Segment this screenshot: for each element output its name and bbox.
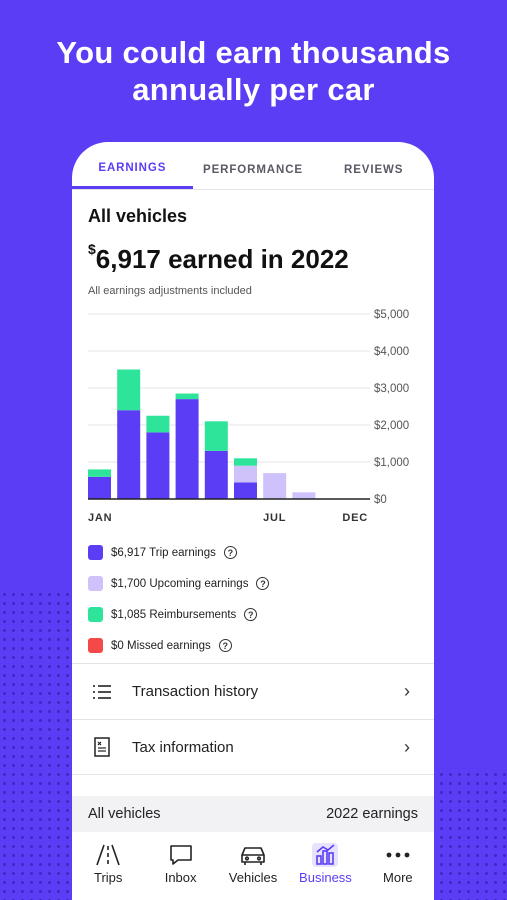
phone-screen: EARNINGS PERFORMANCE REVIEWS All vehicle… bbox=[72, 142, 434, 900]
road-icon bbox=[95, 840, 121, 870]
headline: You could earn thousands annually per ca… bbox=[0, 34, 507, 108]
chevron-right-icon: › bbox=[404, 736, 410, 757]
more-icon bbox=[385, 840, 411, 870]
help-icon[interactable]: ? bbox=[218, 639, 232, 652]
legend-item-reimbursements: $1,085 Reimbursements ? bbox=[88, 599, 269, 630]
nav-label: Business bbox=[299, 870, 352, 885]
bar-trip-earnings bbox=[175, 399, 199, 499]
list-icon bbox=[72, 684, 132, 700]
tab-reviews[interactable]: REVIEWS bbox=[344, 163, 404, 176]
missed-swatch bbox=[88, 638, 103, 653]
tab-bar: EARNINGS PERFORMANCE REVIEWS bbox=[72, 142, 434, 190]
section-title: All vehicles bbox=[88, 206, 188, 226]
bar-trip-earnings bbox=[204, 450, 228, 499]
upcoming-swatch bbox=[88, 576, 103, 591]
legend-label: $6,917 Trip earnings bbox=[111, 546, 216, 559]
nav-business[interactable]: Business bbox=[289, 832, 361, 900]
headline-line-1: You could earn thousands bbox=[56, 35, 451, 70]
chevron-right-icon: › bbox=[404, 681, 410, 701]
bar-trip-earnings bbox=[146, 432, 170, 499]
adjustments-note: All earnings adjustments included bbox=[88, 285, 252, 297]
nav-label: Inbox bbox=[164, 870, 197, 885]
tab-performance[interactable]: PERFORMANCE bbox=[203, 163, 303, 176]
legend-item-missed: $0 Missed earnings ? bbox=[88, 630, 269, 661]
nav-label: More bbox=[383, 870, 413, 885]
x-tick-label: DEC bbox=[342, 512, 368, 524]
chart-legend: $6,917 Trip earnings ? $1,700 Upcoming e… bbox=[88, 537, 270, 661]
help-icon[interactable]: ? bbox=[256, 577, 270, 590]
nav-trips[interactable]: Trips bbox=[72, 832, 144, 900]
x-tick-label: JUL bbox=[263, 512, 286, 524]
bar-trip-earnings bbox=[117, 410, 141, 499]
decorative-dot-pattern-right bbox=[437, 770, 507, 900]
x-tick-label: JAN bbox=[88, 512, 112, 524]
y-tick-label: $3,000 bbox=[374, 383, 409, 395]
bar-reimbursements bbox=[146, 415, 170, 433]
earned-amount-text: 6,917 earned in 2022 bbox=[95, 244, 349, 274]
y-tick-label: $4,000 bbox=[374, 346, 409, 358]
earnings-bar-chart: $5,000 $4,000 $3,000 $2,000 $1,000 $0 JAN JUL DE… bbox=[88, 309, 409, 524]
bar-reimbursements bbox=[204, 421, 228, 451]
transaction-history-label: Transaction history bbox=[132, 683, 259, 700]
help-icon[interactable]: ? bbox=[223, 546, 237, 559]
tax-information-row[interactable]: Tax information › bbox=[72, 719, 434, 775]
bar-upcoming-earnings bbox=[263, 473, 287, 499]
bar-reimbursements bbox=[88, 469, 111, 477]
legend-label: $1,700 Upcoming earnings bbox=[111, 577, 249, 590]
nav-label: Vehicles bbox=[228, 870, 278, 885]
chat-icon bbox=[168, 840, 194, 870]
transaction-history-row[interactable]: Transaction history › bbox=[72, 663, 434, 719]
earned-total: $6,917 earned in 2022 bbox=[88, 241, 349, 275]
tab-earnings[interactable]: EARNINGS bbox=[72, 142, 193, 189]
y-tick-label: $0 bbox=[374, 494, 387, 506]
tax-information-label: Tax information bbox=[132, 738, 234, 756]
bottom-navigation: Trips Inbox Vehicles Business More bbox=[72, 832, 434, 900]
nav-label: Trips bbox=[94, 870, 123, 885]
headline-line-2: annually per car bbox=[132, 72, 375, 107]
nav-more[interactable]: More bbox=[362, 832, 434, 900]
summary-bar: All vehicles 2022 earnings bbox=[72, 796, 434, 832]
bar-upcoming-earnings bbox=[234, 465, 257, 483]
document-icon bbox=[72, 737, 132, 757]
nav-vehicles[interactable]: Vehicles bbox=[217, 832, 289, 900]
bar-trip-earnings bbox=[234, 482, 257, 499]
y-tick-label: $5,000 bbox=[374, 309, 409, 321]
legend-item-trip: $6,917 Trip earnings ? bbox=[88, 537, 269, 568]
bar-reimbursements bbox=[175, 393, 199, 400]
bar-upcoming-earnings bbox=[292, 492, 316, 499]
legend-item-upcoming: $1,700 Upcoming earnings ? bbox=[88, 568, 270, 599]
legend-label: $0 Missed earnings bbox=[111, 639, 211, 652]
bar-reimbursements bbox=[117, 369, 141, 411]
currency-symbol: $ bbox=[88, 241, 96, 258]
chart-icon bbox=[311, 840, 339, 870]
summary-left: All vehicles bbox=[88, 806, 161, 822]
decorative-dot-pattern bbox=[0, 590, 80, 900]
bar-trip-earnings bbox=[88, 476, 111, 499]
nav-inbox[interactable]: Inbox bbox=[144, 832, 216, 900]
y-tick-label: $2,000 bbox=[374, 420, 409, 432]
reimbursements-swatch bbox=[88, 607, 103, 622]
summary-right: 2022 earnings bbox=[326, 806, 418, 822]
trip-swatch bbox=[88, 545, 103, 560]
car-icon bbox=[239, 840, 267, 870]
y-tick-label: $1,000 bbox=[374, 457, 409, 469]
legend-label: $1,085 Reimbursements bbox=[111, 608, 237, 621]
help-icon[interactable]: ? bbox=[244, 608, 258, 621]
bar-reimbursements bbox=[234, 458, 257, 466]
